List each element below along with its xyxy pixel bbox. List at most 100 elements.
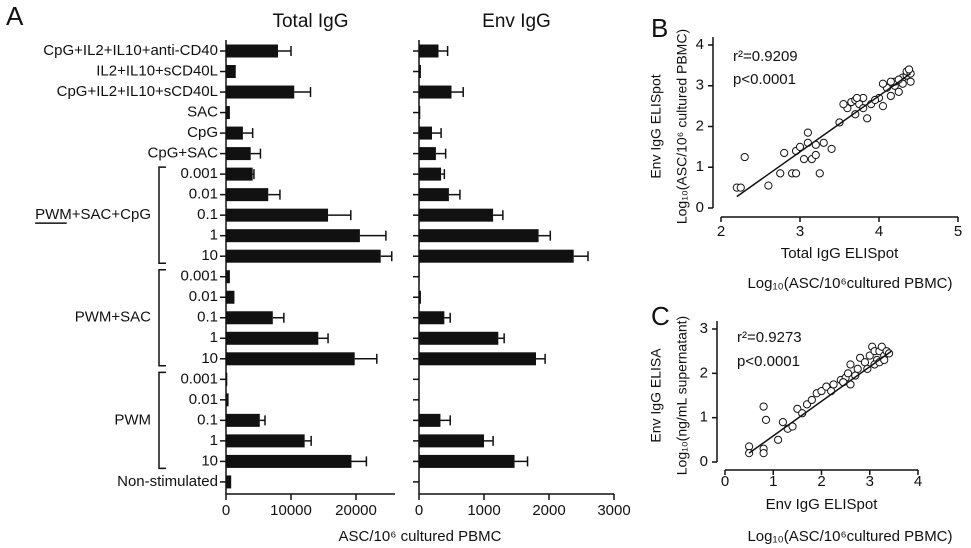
y-axis-label: Env IgG ELISpot bbox=[648, 74, 664, 178]
bar bbox=[226, 454, 352, 468]
x-tick-label: 5 bbox=[954, 223, 962, 240]
annotation: r²=0.9273 bbox=[737, 329, 802, 346]
point bbox=[795, 142, 805, 151]
bar bbox=[419, 270, 420, 284]
bar bbox=[419, 454, 515, 468]
x-tick-label: 20000 bbox=[335, 502, 377, 519]
category-label: 1 bbox=[210, 432, 218, 449]
point bbox=[773, 435, 783, 444]
bar bbox=[226, 270, 230, 284]
category-label: SAC bbox=[187, 104, 218, 121]
bar bbox=[226, 44, 278, 58]
group-bracket bbox=[158, 371, 166, 470]
bar bbox=[419, 311, 445, 325]
category-label: 10 bbox=[201, 247, 218, 264]
category-label: 0.1 bbox=[197, 309, 218, 326]
x-tick-label: 0 bbox=[721, 473, 729, 490]
point bbox=[745, 442, 754, 451]
x-tick-label: 1000 bbox=[467, 502, 500, 519]
point bbox=[811, 150, 820, 160]
bar bbox=[226, 188, 269, 202]
y-tick-label: 2 bbox=[696, 117, 704, 134]
group-label: PWM+SAC bbox=[75, 309, 151, 326]
point bbox=[894, 87, 903, 96]
bar bbox=[226, 434, 305, 448]
bar bbox=[419, 434, 484, 448]
bar bbox=[226, 372, 228, 386]
point bbox=[815, 169, 824, 178]
y-tick-label: 1 bbox=[700, 409, 708, 426]
point bbox=[878, 79, 888, 88]
point bbox=[819, 138, 828, 147]
point bbox=[759, 449, 768, 458]
point bbox=[852, 93, 861, 103]
bar bbox=[226, 311, 273, 325]
category-label: CpG+IL2+IL10+sCD40L bbox=[57, 83, 218, 100]
y-tick-label: 2 bbox=[700, 364, 708, 381]
bar bbox=[226, 167, 253, 181]
point bbox=[839, 99, 848, 109]
panel-letter: B bbox=[651, 13, 668, 43]
category-label: 1 bbox=[210, 227, 218, 244]
category-label: CpG bbox=[187, 124, 218, 141]
x-axis-label: Env IgG ELISpot bbox=[766, 496, 879, 513]
y-tick-label: 4 bbox=[696, 36, 704, 53]
bar bbox=[419, 290, 421, 304]
bar bbox=[419, 352, 536, 366]
category-label: IL2+IL10+sCD40L bbox=[96, 62, 218, 79]
bar bbox=[226, 229, 360, 243]
y-tick-label: 3 bbox=[700, 320, 708, 337]
point bbox=[851, 110, 860, 119]
point bbox=[740, 152, 749, 162]
category-label: Non-stimulated bbox=[117, 473, 218, 490]
point bbox=[878, 102, 888, 111]
bar bbox=[419, 331, 499, 345]
category-label: 0.01 bbox=[189, 288, 218, 305]
point bbox=[843, 369, 853, 378]
bar bbox=[419, 106, 421, 120]
point bbox=[846, 360, 855, 369]
bar bbox=[419, 126, 432, 140]
point bbox=[803, 128, 813, 137]
bar bbox=[226, 290, 235, 304]
fit-line bbox=[748, 350, 892, 454]
x-tick-label: 2 bbox=[717, 223, 725, 240]
group-label: PWM+SAC+CpG bbox=[35, 206, 151, 223]
annotation: r²=0.9209 bbox=[733, 48, 798, 65]
point bbox=[829, 380, 838, 389]
y-tick-label: 1 bbox=[696, 158, 704, 175]
point bbox=[906, 77, 915, 86]
bar bbox=[226, 352, 355, 366]
fit-line bbox=[736, 72, 912, 198]
bar bbox=[226, 331, 319, 345]
bar bbox=[226, 126, 243, 140]
point bbox=[761, 415, 771, 424]
bar bbox=[226, 85, 295, 99]
x-axis-label: Log₁₀(ASC/10⁶cultured PBMC) bbox=[747, 528, 952, 545]
panel-letter: C bbox=[651, 301, 670, 331]
panel-title: Env IgG bbox=[482, 11, 551, 32]
point bbox=[759, 402, 768, 411]
bar bbox=[419, 167, 442, 181]
y-axis-label: Log₁₀(ASC/10⁶ cultured PBMC) bbox=[674, 29, 690, 224]
point bbox=[791, 169, 801, 178]
panel-letter: A bbox=[6, 1, 24, 31]
x-tick-label: 2000 bbox=[532, 502, 565, 519]
point bbox=[807, 395, 816, 405]
point bbox=[764, 181, 773, 190]
annotation: p<0.0001 bbox=[737, 353, 800, 370]
group-bracket bbox=[158, 166, 166, 264]
bar bbox=[226, 475, 232, 489]
category-label: 0.01 bbox=[189, 186, 218, 203]
point bbox=[780, 148, 789, 158]
bar bbox=[419, 147, 436, 161]
bar bbox=[226, 65, 236, 79]
bar bbox=[419, 65, 421, 79]
bar bbox=[226, 393, 229, 407]
point bbox=[778, 418, 788, 427]
point bbox=[853, 364, 862, 373]
bar bbox=[226, 249, 381, 263]
point bbox=[736, 183, 745, 192]
x-axis-label: ASC/10⁶ cultured PBMC bbox=[339, 528, 502, 545]
point bbox=[827, 144, 836, 154]
